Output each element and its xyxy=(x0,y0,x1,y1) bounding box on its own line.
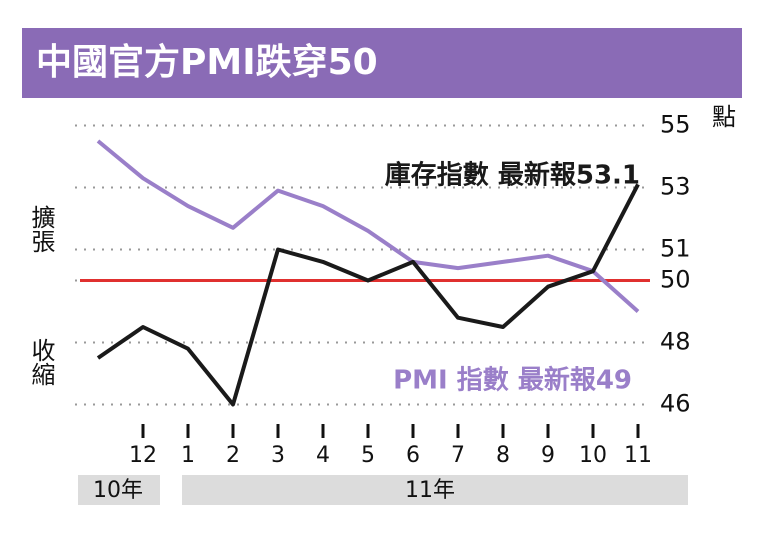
series-annotation: 庫存指數 最新報53.1 xyxy=(385,160,640,191)
y-tick-label: 50 xyxy=(660,266,691,294)
y-tick-label: 48 xyxy=(660,328,691,356)
x-tick-label: 8 xyxy=(496,443,510,468)
group-band xyxy=(78,475,160,505)
series-annotation: PMI 指數 最新報49 xyxy=(393,365,632,396)
group-band xyxy=(182,475,688,505)
x-tick-label: 7 xyxy=(451,443,465,468)
series-line xyxy=(96,139,640,313)
x-tick-label: 1 xyxy=(181,443,195,468)
x-tick-label: 9 xyxy=(541,443,555,468)
x-tick-label: 2 xyxy=(226,443,240,468)
chart-title: 中國官方PMI跌穿50 xyxy=(36,42,378,83)
x-tick-label: 5 xyxy=(361,443,375,468)
x-tick-label: 6 xyxy=(406,443,420,468)
group-label: 10年 xyxy=(93,478,143,503)
y-tick-label: 55 xyxy=(660,111,691,139)
y-unit: 點 xyxy=(712,103,736,131)
title-bar xyxy=(22,28,742,98)
series-line xyxy=(96,183,640,407)
y-tick-label: 46 xyxy=(660,390,691,418)
x-tick-label: 3 xyxy=(271,443,285,468)
x-tick-label: 10 xyxy=(579,443,607,468)
contract-label: 收縮 xyxy=(27,338,55,386)
y-tick-label: 51 xyxy=(660,235,691,263)
expand-label: 擴張 xyxy=(27,205,55,253)
x-tick-label: 12 xyxy=(129,443,157,468)
y-tick-label: 53 xyxy=(660,173,691,201)
x-tick-label: 4 xyxy=(316,443,330,468)
group-label: 11年 xyxy=(405,478,455,503)
x-tick-label: 11 xyxy=(624,443,652,468)
